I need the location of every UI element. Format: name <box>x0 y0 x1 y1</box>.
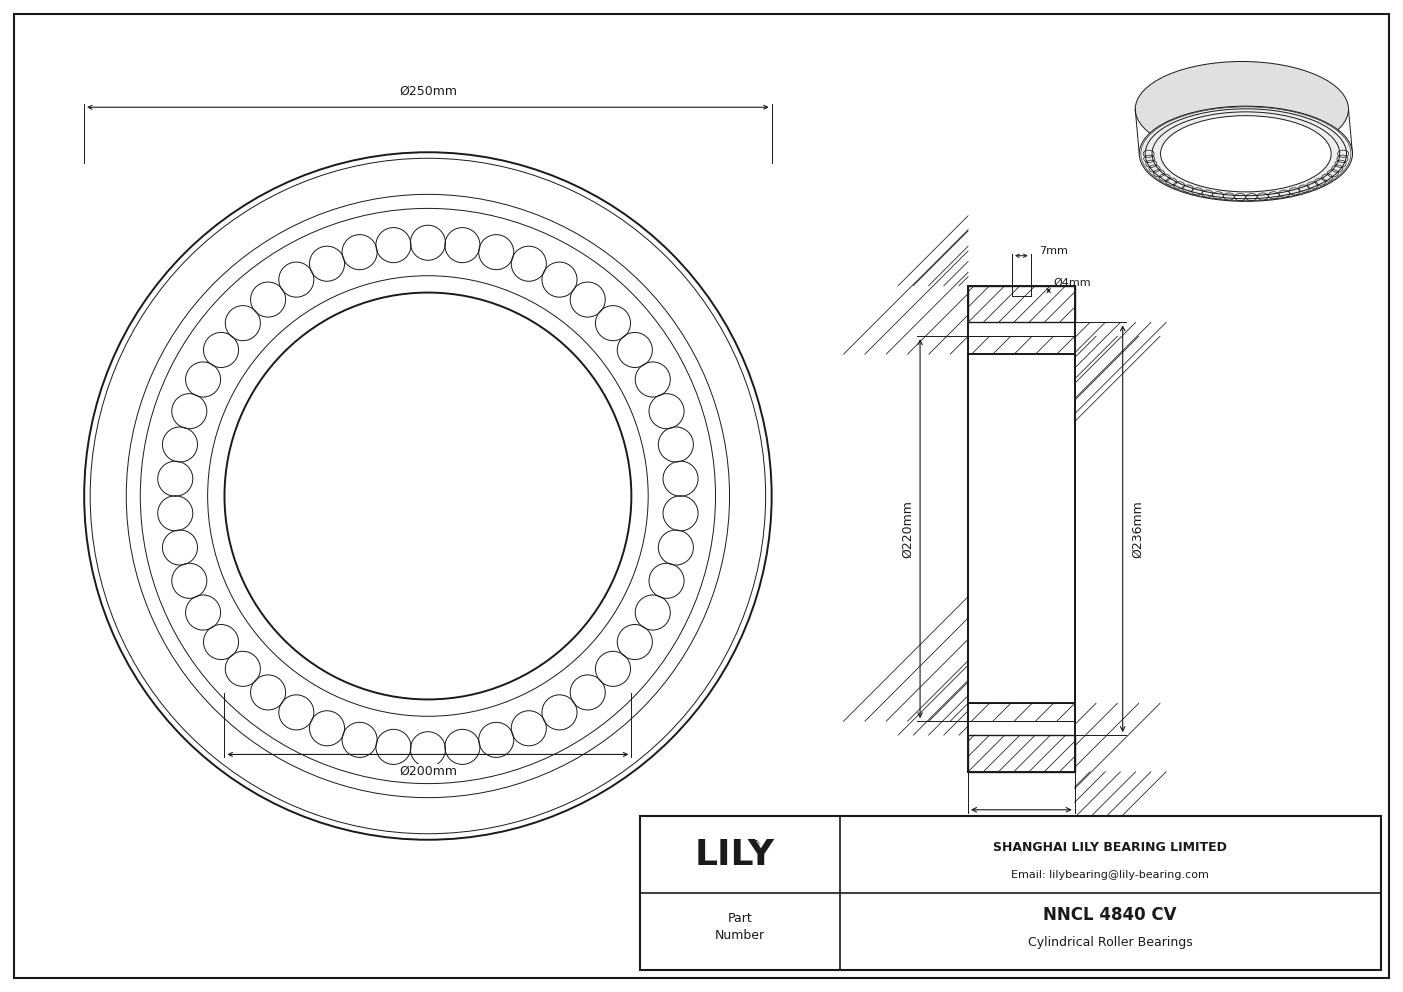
Ellipse shape <box>1135 62 1348 157</box>
Bar <box>968 286 1075 322</box>
Text: ®: ® <box>751 840 760 850</box>
Bar <box>968 735 1075 772</box>
Ellipse shape <box>1139 106 1352 201</box>
Text: Cylindrical Roller Bearings: Cylindrical Roller Bearings <box>1028 936 1193 949</box>
Text: NNCL 4840 CV: NNCL 4840 CV <box>1044 906 1177 924</box>
Text: Part
Number: Part Number <box>714 912 765 942</box>
Text: Ø250mm: Ø250mm <box>398 84 457 97</box>
Text: Ø236mm: Ø236mm <box>1131 500 1143 558</box>
Ellipse shape <box>1160 116 1331 191</box>
Bar <box>968 703 1075 721</box>
Bar <box>640 816 1381 970</box>
Text: Ø4mm: Ø4mm <box>1054 278 1092 288</box>
Text: LILY: LILY <box>694 838 774 872</box>
Bar <box>968 336 1075 354</box>
Text: SHANGHAI LILY BEARING LIMITED: SHANGHAI LILY BEARING LIMITED <box>993 840 1228 854</box>
Text: 50mm: 50mm <box>1002 817 1041 830</box>
Text: Ø200mm: Ø200mm <box>398 765 457 778</box>
Text: Email: lilybearing@lily-bearing.com: Email: lilybearing@lily-bearing.com <box>1012 870 1209 880</box>
Text: 7mm: 7mm <box>1038 246 1068 256</box>
Text: Ø220mm: Ø220mm <box>901 500 915 558</box>
